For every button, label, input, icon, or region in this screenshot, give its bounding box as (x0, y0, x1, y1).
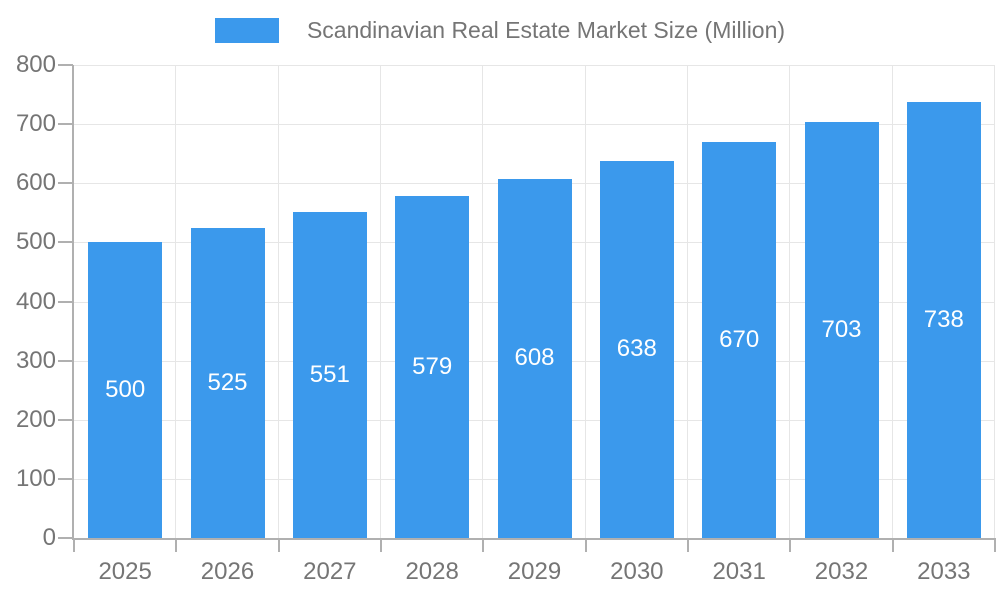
v-gridline (380, 65, 381, 538)
bar-value-label: 670 (719, 325, 760, 353)
y-axis-tick (58, 300, 73, 303)
legend-swatch (214, 18, 279, 43)
h-gridline (74, 124, 995, 126)
y-axis-line (72, 65, 74, 539)
v-gridline (584, 65, 586, 538)
bar-value-label: 525 (207, 368, 248, 396)
y-axis-label: 300 (15, 346, 56, 374)
v-gridline (687, 65, 688, 538)
bar[interactable] (599, 160, 674, 538)
v-gridline (994, 65, 995, 538)
legend-label: Scandinavian Real Estate Market Size (Mi… (306, 17, 786, 43)
y-axis-label: 0 (42, 524, 56, 551)
y-axis-tick (58, 537, 73, 539)
x-axis-label: 2025 (98, 558, 152, 585)
bar-value-label: 608 (514, 344, 555, 372)
v-gridline (175, 65, 177, 538)
y-axis-tick (58, 359, 73, 362)
x-axis-tick (482, 538, 485, 552)
x-axis-label: 2033 (917, 558, 971, 585)
bar-value-label: 703 (821, 316, 862, 344)
x-axis-tick (687, 538, 689, 552)
x-axis-tick (994, 538, 996, 552)
bar-value-label: 551 (309, 361, 350, 389)
x-axis-tick (175, 538, 178, 552)
x-axis-label: 2027 (303, 558, 357, 585)
x-axis-tick (380, 538, 382, 552)
bar-value-label: 579 (412, 352, 453, 380)
y-axis-tick (58, 123, 73, 126)
y-axis-tick (58, 241, 73, 244)
bar-value-label: 638 (616, 335, 657, 363)
bar[interactable] (395, 195, 470, 538)
x-axis-label: 2031 (712, 558, 766, 585)
x-axis-label: 2032 (814, 558, 869, 585)
y-axis-label: 100 (15, 464, 56, 492)
x-axis-tick (891, 538, 894, 552)
y-axis-label: 700 (15, 110, 56, 138)
y-axis-tick (58, 182, 73, 185)
x-axis-tick (584, 538, 587, 552)
bar[interactable] (190, 227, 265, 538)
y-axis-label: 800 (15, 51, 56, 78)
bar-value-label: 738 (923, 305, 964, 333)
bar[interactable] (906, 101, 981, 538)
bar-value-label: 500 (105, 376, 146, 404)
y-axis-label: 600 (15, 169, 56, 197)
plot-area: 500 525 551 579 608 638 670 703 738 (74, 65, 995, 538)
bar[interactable] (88, 242, 163, 538)
v-gridline (789, 65, 791, 538)
h-gridline (74, 65, 995, 66)
x-axis-tick (277, 538, 280, 552)
chart-legend[interactable]: Scandinavian Real Estate Market Size (Mi… (0, 17, 1000, 44)
y-axis-label: 400 (15, 287, 56, 315)
x-axis-tick (73, 538, 75, 552)
x-axis-label: 2028 (405, 558, 459, 585)
x-axis-label: 2030 (610, 558, 664, 585)
bar[interactable] (292, 212, 367, 538)
v-gridline (482, 65, 484, 538)
x-axis-label: 2026 (200, 558, 255, 585)
bar[interactable] (804, 122, 879, 538)
y-axis-tick (58, 64, 73, 66)
v-gridline (277, 65, 279, 538)
bar[interactable] (702, 141, 777, 538)
y-axis-label: 200 (15, 405, 56, 433)
v-gridline (891, 65, 893, 538)
x-axis-line (72, 538, 995, 540)
y-axis-tick (58, 477, 73, 480)
y-axis-tick (58, 418, 73, 421)
y-axis-label: 500 (15, 228, 56, 256)
x-axis-label: 2029 (507, 558, 562, 585)
bar[interactable] (497, 178, 572, 538)
x-axis-tick (789, 538, 792, 552)
